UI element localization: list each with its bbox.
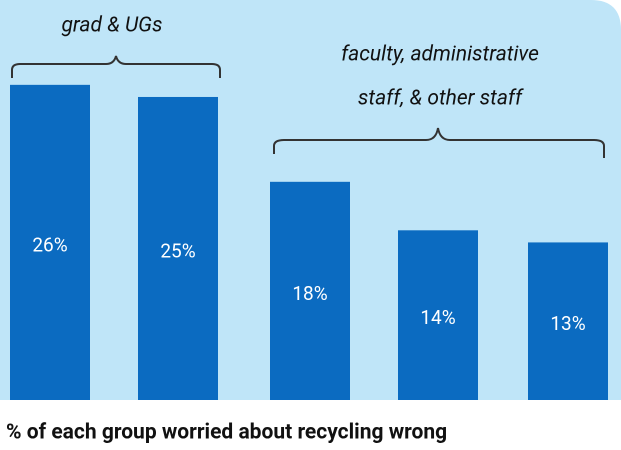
value-label: 26%: [32, 233, 67, 256]
annotation: staff, & other staff: [358, 87, 524, 111]
brace: [11, 55, 221, 78]
bar: [270, 181, 350, 400]
annotation: faculty, administrative: [341, 43, 539, 67]
bar: [398, 230, 478, 400]
brace: [273, 127, 605, 158]
bar: [528, 242, 608, 400]
chart-title: % of each group worried about recycling …: [6, 421, 447, 445]
value-label: 25%: [160, 240, 195, 263]
value-label: 13%: [550, 312, 585, 335]
bar: [138, 96, 218, 400]
value-label: 14%: [420, 306, 455, 329]
value-label: 18%: [292, 282, 327, 305]
bar: [10, 84, 90, 401]
annotation: grad & UGs: [61, 14, 162, 38]
